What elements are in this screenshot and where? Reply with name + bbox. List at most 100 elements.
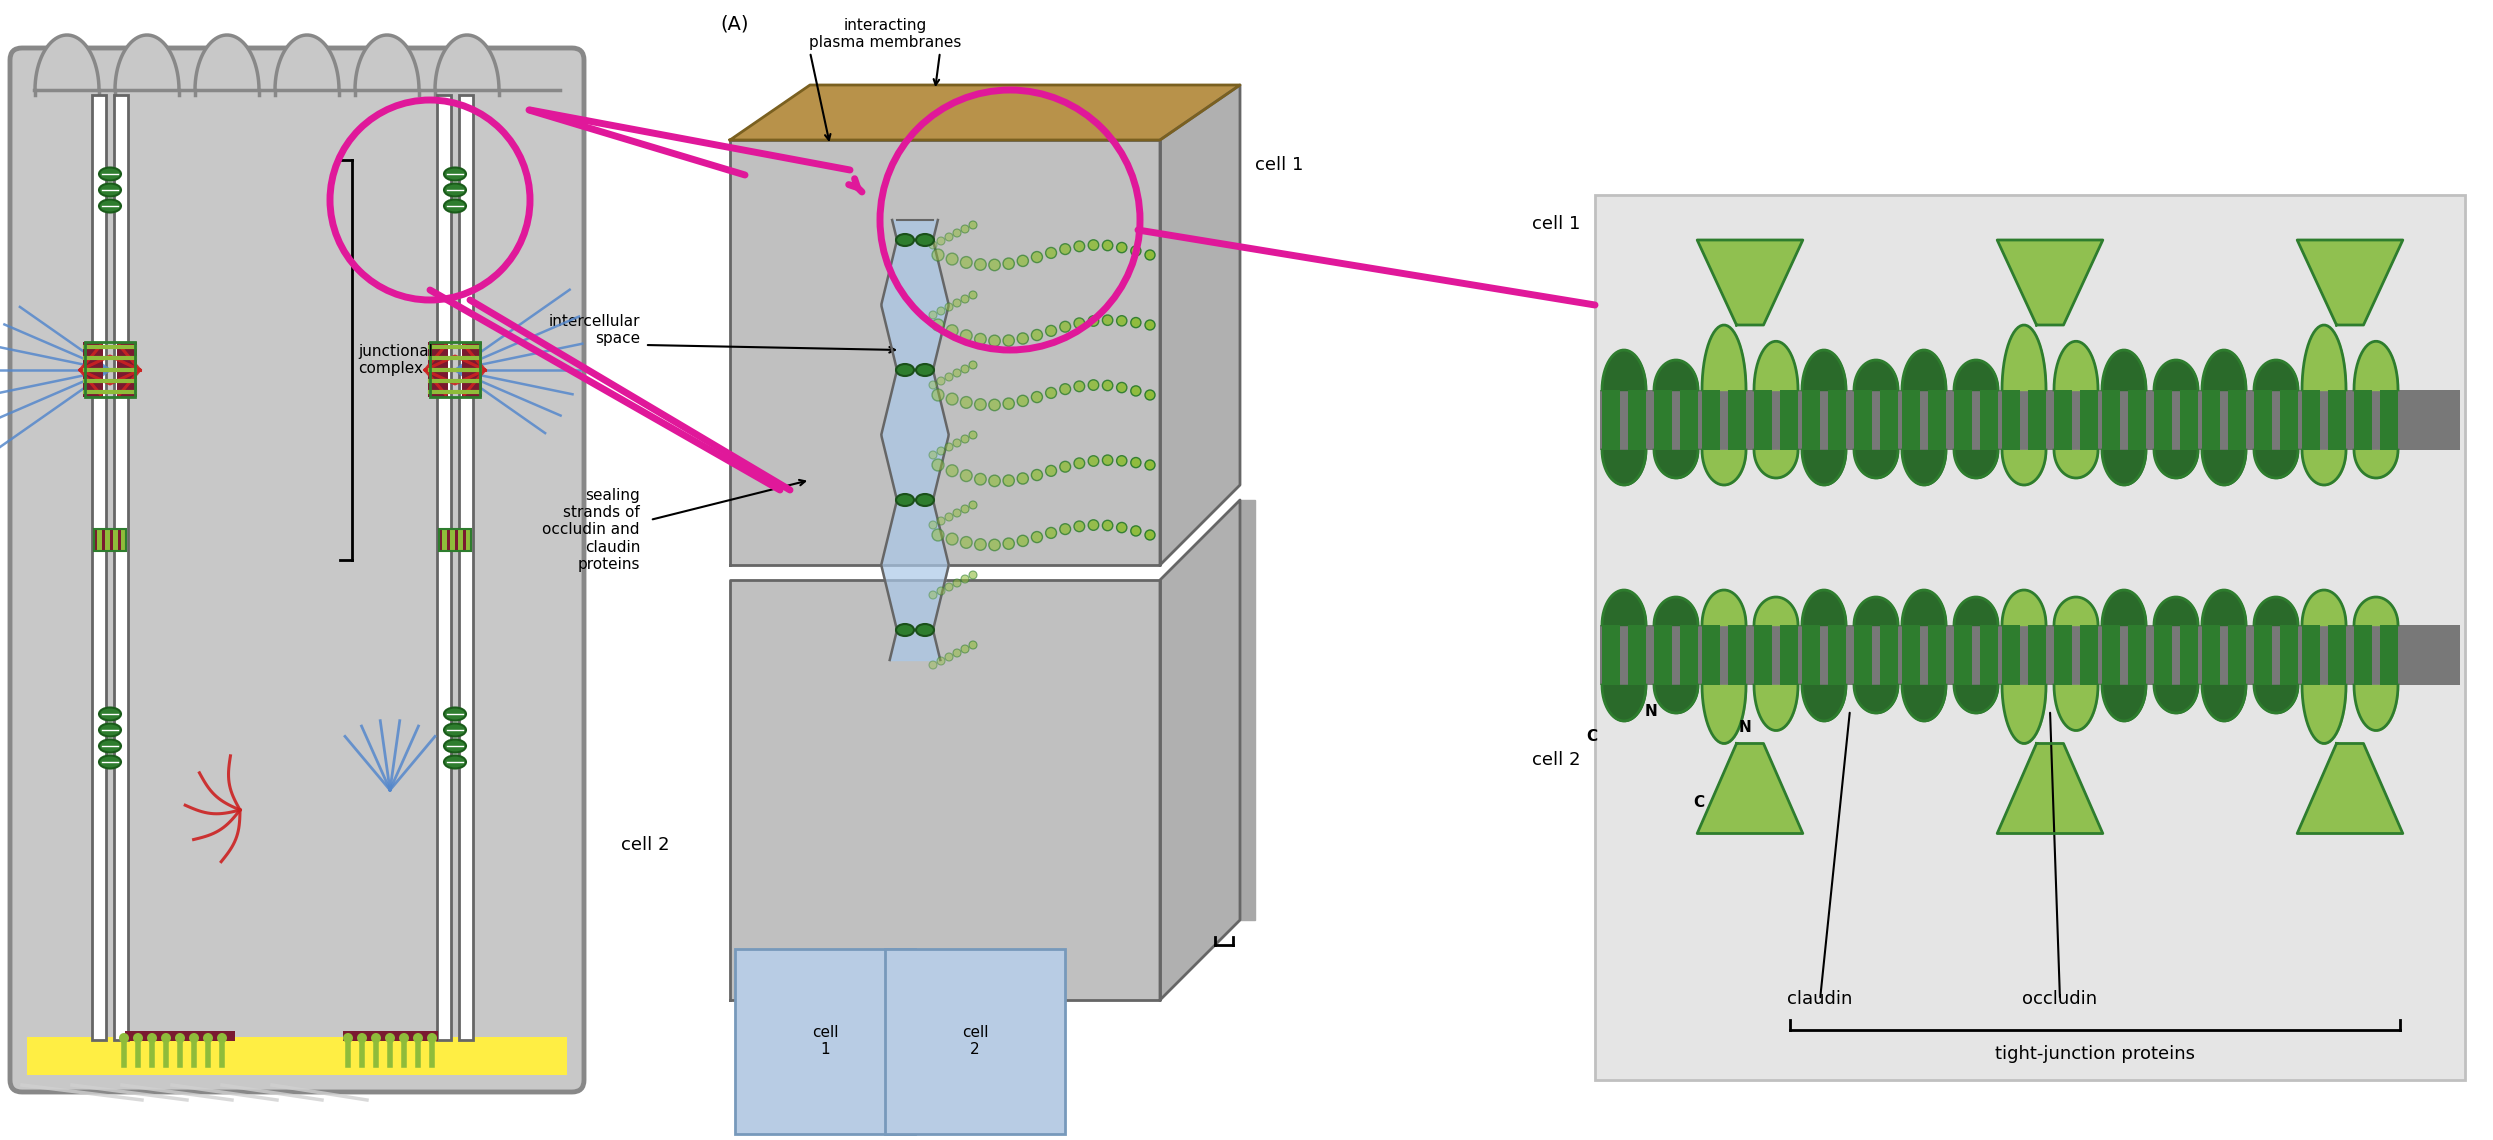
Circle shape bbox=[945, 513, 952, 521]
Circle shape bbox=[945, 233, 952, 241]
Circle shape bbox=[1060, 384, 1069, 394]
Bar bbox=[439, 529, 471, 551]
Circle shape bbox=[356, 1033, 366, 1043]
Polygon shape bbox=[115, 35, 179, 90]
Bar bbox=[1601, 625, 2461, 685]
Circle shape bbox=[1074, 241, 1084, 252]
Circle shape bbox=[960, 295, 970, 303]
Bar bbox=[441, 529, 446, 551]
Polygon shape bbox=[1698, 743, 1802, 833]
Circle shape bbox=[990, 399, 1000, 410]
Bar bbox=[439, 529, 471, 551]
Circle shape bbox=[1002, 258, 1015, 269]
Circle shape bbox=[371, 1033, 381, 1043]
Polygon shape bbox=[1698, 241, 1802, 325]
Circle shape bbox=[930, 661, 937, 669]
Circle shape bbox=[1045, 247, 1057, 259]
Bar bbox=[1979, 625, 1997, 685]
Bar bbox=[2381, 390, 2398, 450]
Circle shape bbox=[384, 1033, 394, 1043]
Bar bbox=[2102, 390, 2119, 450]
Circle shape bbox=[162, 1033, 172, 1043]
Text: cell
2: cell 2 bbox=[962, 1025, 987, 1058]
Polygon shape bbox=[1159, 500, 1239, 1000]
Bar bbox=[466, 529, 471, 551]
Polygon shape bbox=[2296, 241, 2403, 325]
Text: N: N bbox=[1738, 720, 1753, 735]
Bar bbox=[344, 1031, 439, 1041]
Circle shape bbox=[947, 253, 957, 264]
Circle shape bbox=[1017, 473, 1030, 484]
Bar bbox=[1880, 625, 1897, 685]
Circle shape bbox=[1117, 382, 1127, 392]
Circle shape bbox=[399, 1033, 409, 1043]
Bar bbox=[2281, 390, 2299, 450]
Bar bbox=[1802, 390, 1820, 450]
Bar bbox=[1728, 625, 1745, 685]
Circle shape bbox=[1144, 530, 1154, 540]
Circle shape bbox=[952, 439, 960, 447]
Circle shape bbox=[960, 225, 970, 233]
Bar bbox=[1653, 625, 1673, 685]
Circle shape bbox=[1117, 522, 1127, 532]
Circle shape bbox=[960, 256, 972, 268]
Circle shape bbox=[1032, 391, 1042, 402]
Circle shape bbox=[937, 518, 945, 526]
Circle shape bbox=[1144, 320, 1154, 329]
Circle shape bbox=[1045, 388, 1057, 398]
Circle shape bbox=[1117, 243, 1127, 253]
Circle shape bbox=[930, 591, 937, 598]
Circle shape bbox=[1017, 396, 1030, 407]
Ellipse shape bbox=[915, 234, 935, 246]
Bar bbox=[1680, 390, 1698, 450]
Bar bbox=[1855, 625, 1872, 685]
Circle shape bbox=[930, 521, 937, 529]
Circle shape bbox=[960, 537, 972, 548]
Circle shape bbox=[990, 539, 1000, 551]
Bar bbox=[1802, 625, 1820, 685]
Circle shape bbox=[975, 259, 987, 270]
Circle shape bbox=[947, 534, 957, 545]
Circle shape bbox=[426, 1033, 436, 1043]
Bar bbox=[1927, 390, 1947, 450]
Circle shape bbox=[1032, 329, 1042, 341]
Circle shape bbox=[945, 373, 952, 381]
Bar bbox=[1628, 625, 1645, 685]
Circle shape bbox=[1144, 390, 1154, 400]
Polygon shape bbox=[1997, 743, 2102, 833]
Circle shape bbox=[1102, 455, 1112, 465]
Bar bbox=[451, 529, 456, 551]
Circle shape bbox=[932, 529, 945, 542]
Bar bbox=[2229, 390, 2246, 450]
Polygon shape bbox=[730, 580, 1159, 1000]
Ellipse shape bbox=[100, 756, 122, 768]
Bar bbox=[2154, 390, 2171, 450]
Circle shape bbox=[1132, 318, 1142, 327]
Text: cell 2: cell 2 bbox=[621, 836, 668, 854]
Circle shape bbox=[1002, 538, 1015, 549]
Circle shape bbox=[945, 583, 952, 591]
Circle shape bbox=[1132, 526, 1142, 536]
Ellipse shape bbox=[100, 724, 122, 736]
Text: intercellular
space: intercellular space bbox=[548, 314, 641, 347]
Bar bbox=[1728, 390, 1745, 450]
Polygon shape bbox=[730, 86, 1239, 140]
Text: cell 1: cell 1 bbox=[1254, 156, 1304, 174]
Text: cell
1: cell 1 bbox=[813, 1025, 838, 1058]
Circle shape bbox=[120, 1033, 130, 1043]
Text: junctional
complex: junctional complex bbox=[359, 344, 434, 376]
Ellipse shape bbox=[444, 724, 466, 736]
Bar bbox=[85, 342, 135, 397]
Bar bbox=[1979, 390, 1997, 450]
Ellipse shape bbox=[895, 624, 915, 636]
Polygon shape bbox=[2296, 743, 2403, 833]
Circle shape bbox=[945, 303, 952, 311]
Circle shape bbox=[1144, 461, 1154, 470]
Circle shape bbox=[175, 1033, 184, 1043]
Bar bbox=[2002, 625, 2019, 685]
Circle shape bbox=[932, 319, 945, 331]
Circle shape bbox=[1132, 246, 1142, 256]
Circle shape bbox=[952, 649, 960, 657]
Bar bbox=[1880, 390, 1897, 450]
Bar bbox=[2254, 390, 2271, 450]
